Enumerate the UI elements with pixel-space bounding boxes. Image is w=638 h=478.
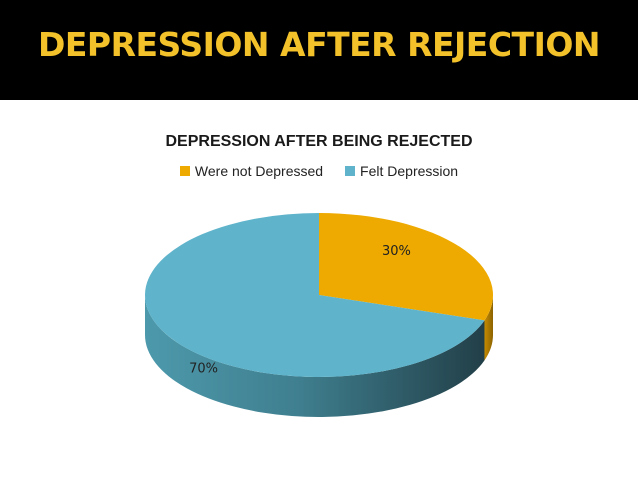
title-bar (0, 0, 638, 100)
pie-slice-felt-depression (144, 213, 485, 377)
pie-labels: 30% 70% (189, 244, 411, 377)
legend-item-not-depressed: Were not Depressed (179, 163, 324, 179)
legend-swatch-felt-depression (345, 166, 356, 176)
legend-label-not-depressed: Were not Depressed (194, 163, 324, 179)
pie-tops (144, 213, 493, 377)
pie-side-were-not-depressed (484, 295, 493, 361)
pie-side-felt-depression (145, 295, 485, 417)
legend-swatch-not-depressed (179, 166, 190, 176)
chart-title: DEPRESSION AFTER BEING REJECTED (165, 133, 473, 150)
data-label-felt-depression: 70% (189, 362, 218, 377)
pie-slice-were-not-depressed (319, 213, 493, 321)
pie-sides (145, 295, 493, 417)
chart-legend: Were not Depressed Felt Depression (0, 163, 638, 179)
legend-item-felt-depression: Felt Depression (345, 163, 458, 179)
legend-label-felt-depression: Felt Depression (360, 163, 459, 179)
slide-title: DEPRESSION AFTER REJECTION (37, 25, 601, 64)
data-label-were-not-depressed: 30% (382, 244, 411, 259)
